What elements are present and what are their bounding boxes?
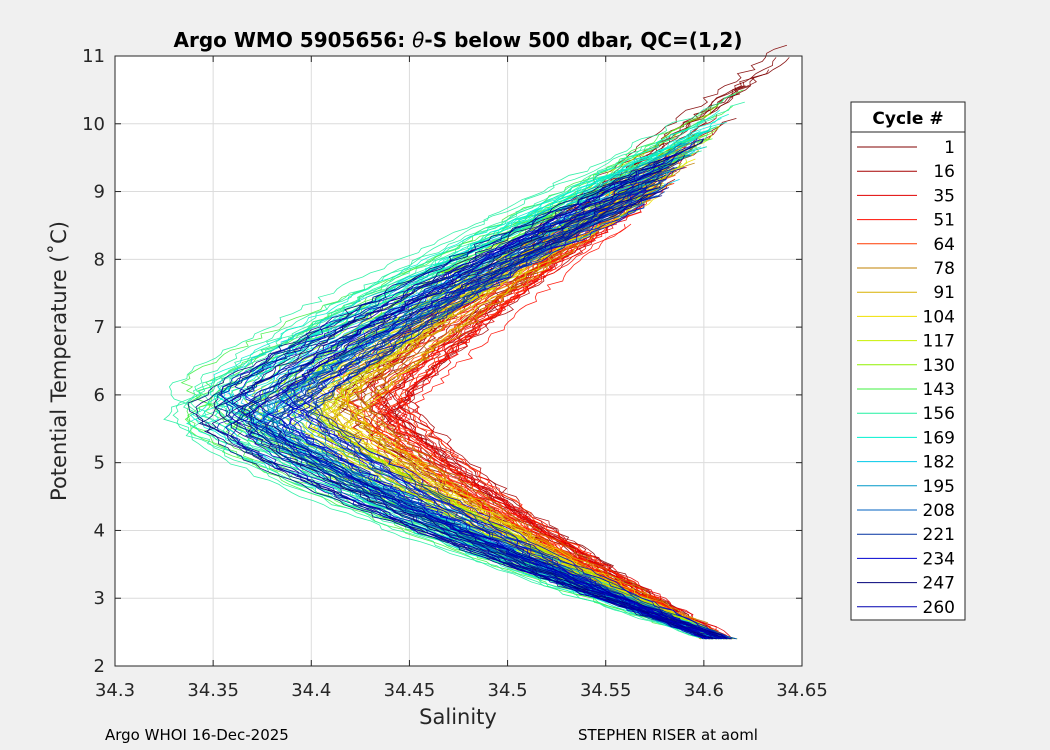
profile-line bbox=[282, 183, 732, 640]
y-tick-label: 6 bbox=[94, 385, 105, 406]
legend-label: 35 bbox=[933, 186, 955, 206]
y-tick-label: 8 bbox=[94, 249, 105, 270]
profile-line bbox=[187, 138, 706, 640]
x-tick-label: 34.6 bbox=[684, 680, 724, 701]
x-tick-label: 34.3 bbox=[95, 680, 135, 701]
y-ticks: 2 3 4 5 6 7 8 9 10 11 bbox=[82, 46, 802, 677]
profile-line bbox=[248, 142, 708, 640]
legend-label: 156 bbox=[923, 404, 955, 424]
y-tick-label: 3 bbox=[94, 588, 105, 609]
legend-label: 130 bbox=[923, 356, 955, 376]
series-260 bbox=[216, 138, 732, 640]
legend-label: 247 bbox=[923, 574, 955, 594]
profile-line bbox=[216, 167, 709, 640]
legend-label: 234 bbox=[923, 549, 955, 569]
legend-label: 1 bbox=[944, 138, 955, 158]
x-tick-label: 34.4 bbox=[291, 680, 331, 701]
profile-line bbox=[232, 195, 717, 640]
curves bbox=[163, 44, 790, 640]
x-tick-label: 34.65 bbox=[776, 680, 828, 701]
profile-line bbox=[252, 187, 724, 640]
profile-line bbox=[213, 191, 726, 640]
legend-label: 208 bbox=[923, 501, 955, 521]
legend-label: 51 bbox=[933, 211, 955, 231]
legend-label: 195 bbox=[923, 477, 955, 497]
legend-label: 182 bbox=[923, 453, 955, 473]
x-tick-label: 34.45 bbox=[384, 680, 436, 701]
chart-title: Argo WMO 5905656: θ-S below 500 dbar, QC… bbox=[174, 28, 743, 52]
profile-line bbox=[286, 158, 731, 640]
y-tick-label: 7 bbox=[94, 317, 105, 338]
profile-line bbox=[186, 105, 733, 640]
profile-line bbox=[389, 183, 708, 640]
legend-box bbox=[850, 101, 966, 621]
footer-left: Argo WHOI 16-Dec-2025 bbox=[105, 726, 289, 744]
y-tick-label: 9 bbox=[94, 182, 105, 203]
profile-line bbox=[323, 154, 724, 640]
legend-items: 1 16 35 51 64 78 91 104 117 130 143 156 169 182 195 208… bbox=[857, 138, 955, 618]
profile-line bbox=[172, 134, 723, 640]
legend-label: 16 bbox=[933, 162, 955, 182]
profile-line bbox=[163, 93, 736, 640]
legend-label: 78 bbox=[933, 259, 955, 279]
legend-label: 104 bbox=[923, 307, 955, 327]
legend-label: 143 bbox=[923, 380, 955, 400]
profile-line bbox=[273, 170, 736, 640]
x-tick-label: 34.55 bbox=[580, 680, 632, 701]
profile-line bbox=[375, 171, 723, 639]
x-ticks: 34.3 34.35 34.4 34.45 34.5 34.55 34.6 34.65 bbox=[95, 56, 828, 701]
legend-label: 260 bbox=[923, 598, 955, 618]
series-234 bbox=[239, 154, 732, 640]
plot-area bbox=[115, 56, 802, 666]
profile-line bbox=[234, 187, 720, 640]
x-tick-label: 34.35 bbox=[187, 680, 239, 701]
legend-label: 64 bbox=[933, 235, 955, 255]
legend-label: 221 bbox=[923, 525, 955, 545]
y-axis-label: Potential Temperature (˚C) bbox=[47, 221, 71, 501]
y-tick-label: 2 bbox=[94, 656, 105, 677]
legend-label: 169 bbox=[923, 428, 955, 448]
axes-box bbox=[114, 55, 803, 667]
profile-line bbox=[286, 203, 726, 640]
legend: Cycle # 11635516478911041171301431561691… bbox=[850, 101, 966, 621]
profile-line bbox=[231, 195, 728, 640]
footer-right: STEPHEN RISER at aoml bbox=[578, 726, 758, 744]
profile-line bbox=[221, 154, 710, 640]
profile-line bbox=[382, 81, 745, 640]
legend-label: 91 bbox=[933, 283, 955, 303]
legend-title: Cycle # bbox=[872, 109, 943, 129]
profile-line bbox=[284, 195, 737, 640]
profile-line bbox=[230, 138, 719, 640]
x-tick-label: 34.5 bbox=[488, 680, 528, 701]
y-tick-label: 11 bbox=[82, 46, 105, 67]
legend-label: 117 bbox=[923, 332, 955, 352]
y-tick-label: 5 bbox=[94, 453, 105, 474]
x-axis-label: Salinity bbox=[419, 705, 497, 729]
y-tick-label: 10 bbox=[82, 114, 105, 135]
y-tick-label: 4 bbox=[94, 520, 105, 541]
profile-line bbox=[248, 158, 715, 640]
